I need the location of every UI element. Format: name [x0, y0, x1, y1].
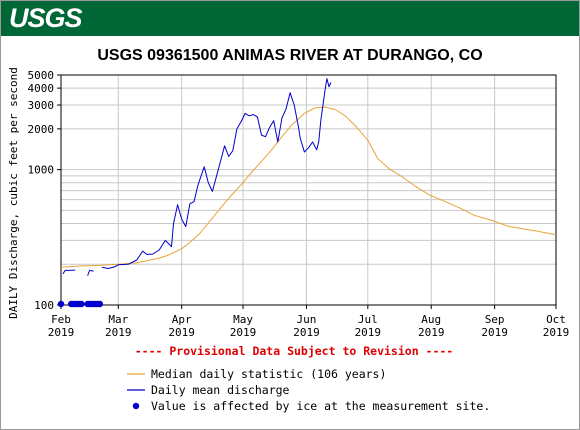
- daily-mean-series-line: [101, 78, 332, 269]
- x-tick-month: Jun: [297, 313, 317, 326]
- y-axis-label: DAILY Discharge, cubic feet per second: [7, 67, 20, 319]
- ice-point: [57, 300, 65, 308]
- x-tick-month: Feb: [51, 313, 71, 326]
- ice-point: [96, 300, 104, 308]
- provisional-note: ---- Provisional Data Subject to Revisio…: [135, 344, 454, 358]
- x-tick-month: Mar: [108, 313, 128, 326]
- legend-swatch-dot: [132, 402, 140, 410]
- x-tick-year: 2019: [355, 326, 382, 339]
- legend: Median daily statistic (106 years) Daily …: [127, 367, 490, 413]
- usgs-banner: USGS: [1, 1, 579, 36]
- y-tick-label: 100: [34, 299, 54, 312]
- y-tick-label: 4000: [28, 82, 55, 95]
- legend-label: Daily mean discharge: [151, 383, 290, 397]
- x-tick-year: 2019: [105, 326, 132, 339]
- x-tick-month: Jul: [358, 313, 378, 326]
- ice-points: [57, 300, 104, 308]
- x-tick-year: 2019: [481, 326, 508, 339]
- x-tick-year: 2019: [543, 326, 570, 339]
- x-tick-year: 2019: [418, 326, 445, 339]
- y-tick-label: 2000: [28, 123, 55, 136]
- x-tick-month: Oct: [546, 313, 566, 326]
- x-tick-month: Apr: [172, 313, 192, 326]
- chart-title: USGS 09361500 ANIMAS RIVER AT DURANGO, C…: [97, 47, 482, 64]
- x-tick-month: Sep: [485, 313, 505, 326]
- daily-mean-series-line: [87, 269, 94, 276]
- y-tick-label: 5000: [28, 69, 55, 82]
- y-tick-label: 1000: [28, 164, 55, 177]
- x-tick-month: May: [233, 313, 253, 326]
- x-axis-ticks: Feb2019Mar2019Apr2019May2019Jun2019Jul20…: [48, 305, 570, 339]
- ice-point: [78, 300, 85, 308]
- series-group: [60, 78, 557, 276]
- x-tick-year: 2019: [168, 326, 195, 339]
- legend-label: Median daily statistic (106 years): [151, 367, 386, 381]
- x-tick-year: 2019: [48, 326, 75, 339]
- x-tick-year: 2019: [230, 326, 257, 339]
- x-tick-year: 2019: [293, 326, 320, 339]
- legend-label: Value is affected by ice at the measurem…: [151, 399, 490, 413]
- grid-lines: [60, 74, 557, 305]
- usgs-logo: USGS: [9, 3, 83, 33]
- median-series-line: [60, 106, 557, 268]
- daily-mean-series-line: [62, 269, 76, 275]
- y-tick-label: 3000: [28, 99, 55, 112]
- plot-area: [60, 74, 557, 306]
- x-tick-month: Aug: [421, 313, 441, 326]
